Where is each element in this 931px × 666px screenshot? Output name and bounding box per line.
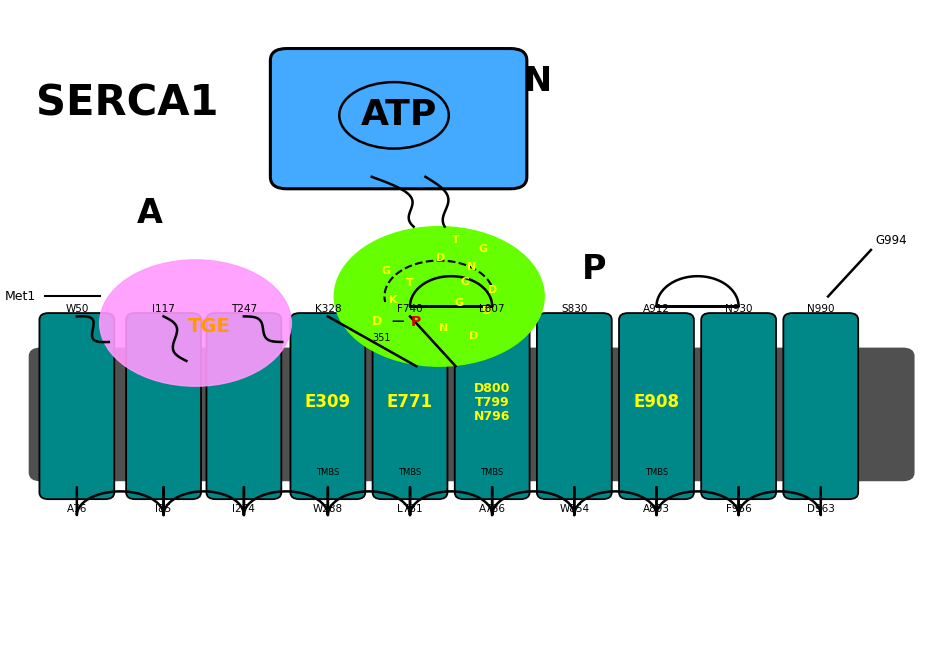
FancyBboxPatch shape <box>270 49 527 188</box>
Text: N: N <box>524 65 552 98</box>
Text: F740: F740 <box>398 304 423 314</box>
Text: A: A <box>137 197 163 230</box>
Text: W854: W854 <box>560 504 589 514</box>
FancyBboxPatch shape <box>372 313 448 499</box>
Text: TGE: TGE <box>188 317 231 336</box>
Text: G: G <box>382 266 391 276</box>
Text: 351: 351 <box>372 333 391 343</box>
FancyBboxPatch shape <box>537 313 612 499</box>
Text: G994: G994 <box>875 234 907 246</box>
Text: TMBS: TMBS <box>317 468 340 477</box>
Text: W50: W50 <box>65 304 88 314</box>
FancyBboxPatch shape <box>701 313 776 499</box>
Text: N990: N990 <box>807 304 834 314</box>
FancyBboxPatch shape <box>126 313 201 499</box>
Text: E309: E309 <box>304 393 351 411</box>
Text: N930: N930 <box>725 304 752 314</box>
FancyBboxPatch shape <box>454 313 530 499</box>
Text: P: P <box>582 253 607 286</box>
Text: F956: F956 <box>726 504 751 514</box>
Text: TMBS: TMBS <box>480 468 504 477</box>
Text: D: D <box>469 331 479 341</box>
Text: G: G <box>460 277 469 287</box>
Text: D: D <box>488 285 497 295</box>
Text: SERCA1: SERCA1 <box>35 83 218 125</box>
Text: K: K <box>389 295 398 305</box>
Text: G: G <box>479 244 488 254</box>
Text: A786: A786 <box>479 504 506 514</box>
Text: A76: A76 <box>67 504 87 514</box>
Text: T: T <box>452 235 460 245</box>
Text: TMBS: TMBS <box>398 468 422 477</box>
Text: D: D <box>482 306 492 316</box>
Text: T: T <box>406 278 414 288</box>
Text: TMBS: TMBS <box>645 468 668 477</box>
Text: D: D <box>437 253 446 263</box>
Text: Met1: Met1 <box>5 290 35 303</box>
Text: D963: D963 <box>807 504 835 514</box>
Text: G: G <box>454 298 464 308</box>
Text: D: D <box>372 315 383 328</box>
Text: W288: W288 <box>313 504 343 514</box>
FancyBboxPatch shape <box>783 313 858 499</box>
Text: L807: L807 <box>479 304 505 314</box>
Text: I117: I117 <box>152 304 175 314</box>
Text: P: P <box>411 315 421 329</box>
FancyBboxPatch shape <box>290 313 365 499</box>
Text: K328: K328 <box>315 304 341 314</box>
FancyBboxPatch shape <box>619 313 694 499</box>
Ellipse shape <box>100 260 291 386</box>
FancyBboxPatch shape <box>39 313 115 499</box>
Text: T247: T247 <box>231 304 257 314</box>
Ellipse shape <box>334 226 545 366</box>
FancyBboxPatch shape <box>30 348 914 481</box>
Text: I85: I85 <box>155 504 171 514</box>
Text: N: N <box>466 262 476 272</box>
FancyBboxPatch shape <box>207 313 281 499</box>
Text: E771: E771 <box>387 393 433 411</box>
Text: S830: S830 <box>561 304 587 314</box>
Text: A893: A893 <box>643 504 670 514</box>
Text: I274: I274 <box>233 504 255 514</box>
Text: N: N <box>439 324 449 334</box>
Text: —: — <box>391 315 403 328</box>
Text: ATP: ATP <box>360 99 437 133</box>
Text: L781: L781 <box>398 504 423 514</box>
Text: A912: A912 <box>643 304 670 314</box>
Text: E908: E908 <box>633 393 680 411</box>
Text: D800
T799
N796: D800 T799 N796 <box>474 382 510 423</box>
